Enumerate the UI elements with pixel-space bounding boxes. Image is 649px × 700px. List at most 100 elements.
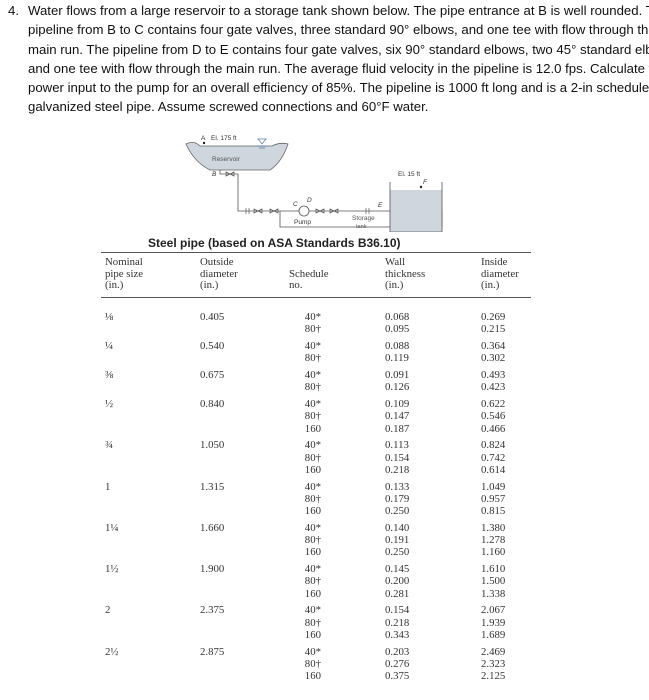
outside-diameter-cell: 1.660 [200,521,225,534]
nominal-size-cell: 1¼ [105,521,119,534]
schedule-cell: 80† [304,410,321,423]
table-row: 1¼ 1.660 40* 0.140 1.380 80† 0.191 1.278 160 0.25… [101,522,531,563]
table-caption: Steel pipe (based on ASA Standards B36.1… [148,236,401,250]
header-outside-diameter: Outside diameter (in.) [200,256,238,291]
steel-pipe-table: Nominal pipe size (in.) Outside diameter (in… [101,252,531,687]
schedule-cell: 80† [304,492,321,505]
reservoir-label: Reservoir [212,156,241,163]
schedule-cell: 160 [304,587,321,600]
problem-statement: 4. Water flows from a large reservoir to… [8,1,649,117]
inside-diameter-cell: 1.338 [481,587,506,600]
point-e-label: E [378,202,383,209]
table-row: 2 2.375 40* 0.154 2.067 80† 0.218 1.939 160 0.343… [101,604,531,645]
table-row: 1½ 1.900 40* 0.145 1.610 80† 0.200 1.500 160 0.28… [101,563,531,604]
wall-thickness-cell: 0.250 [385,546,410,559]
inside-diameter-cell: 0.614 [481,463,506,476]
nominal-size-cell: ⅛ [105,311,114,323]
schedule-cell: 80† [304,657,321,670]
inside-diameter-cell: 1.939 [481,616,506,629]
wall-thickness-cell: 0.095 [385,323,410,336]
inside-diameter-cell: 0.957 [481,492,506,505]
header-inside-diameter: Inside diameter (in.) [481,256,519,291]
nominal-size-cell: ¾ [105,439,114,452]
wall-thickness-cell: 0.191 [385,534,410,547]
wall-thickness-cell: 0.109 [385,397,410,410]
schedule-cell: 80† [304,323,321,336]
inside-diameter-cell: 1.049 [481,480,506,493]
schedule-cell: 160 [304,422,321,435]
outside-diameter-cell: 0.540 [200,339,225,352]
wall-thickness-cell: 0.091 [385,368,410,381]
schedule-cell: 160 [304,546,321,559]
wall-thickness-cell: 0.133 [385,480,410,493]
wall-thickness-cell: 0.281 [385,587,410,600]
nominal-size-cell: 2 [105,604,111,617]
inside-diameter-cell: 0.269 [481,311,506,323]
inside-diameter-cell: 1.160 [481,546,506,559]
outside-diameter-cell: 2.375 [200,604,225,617]
wall-thickness-cell: 0.375 [385,670,410,683]
inside-diameter-cell: 0.546 [481,410,506,423]
wall-thickness-cell: 0.147 [385,410,410,423]
tank-label-1: Storage [352,215,375,222]
header-wall-thickness: Wall thickness (in.) [385,256,426,291]
table-header: Nominal pipe size (in.) Outside diameter (in… [101,253,531,297]
nominal-size-cell: 1½ [105,563,119,576]
outside-diameter-cell: 0.840 [200,397,225,410]
point-f-label: F [423,179,428,186]
schedule-cell: 40* [304,439,321,452]
reservoir [185,142,289,171]
table-row: 2½ 2.875 40* 0.203 2.469 80† 0.276 2.323 160 0.37… [101,646,531,687]
schedule-cell: 40* [304,339,321,352]
table-row: ⅛ 0.405 40* 0.068 0.269 80† 0.095 0.215 [101,311,531,340]
inside-diameter-cell: 0.622 [481,397,506,410]
inside-diameter-cell: 1.380 [481,521,506,534]
inside-diameter-cell: 1.689 [481,628,506,641]
schedule-cell: 40* [304,563,321,576]
nominal-size-cell: ¼ [105,339,114,352]
nominal-size-cell: 1 [105,480,111,493]
pump-label: Pump [294,219,311,226]
pipeline-diagram: A El. 175 ft Reservoir B C D Pump E El. … [185,135,443,232]
inside-diameter-cell: 0.824 [481,439,506,452]
wall-thickness-cell: 0.276 [385,657,410,670]
outside-diameter-cell: 1.900 [200,563,225,576]
wall-thickness-cell: 0.200 [385,575,410,588]
nominal-size-cell: ½ [105,397,114,410]
wall-thickness-cell: 0.218 [385,616,410,629]
wall-thickness-cell: 0.154 [385,604,410,617]
schedule-cell: 160 [304,505,321,518]
inside-diameter-cell: 2.323 [481,657,506,670]
inside-diameter-cell: 0.364 [481,339,506,352]
problem-line: pipeline from B to C contains four gate … [28,22,649,38]
schedule-cell: 40* [304,604,321,617]
inside-diameter-cell: 0.423 [481,381,506,394]
schedule-cell: 40* [304,480,321,493]
wall-thickness-cell: 0.187 [385,422,410,435]
inside-diameter-cell: 2.125 [481,670,506,683]
wall-thickness-cell: 0.179 [385,492,410,505]
schedule-cell: 80† [304,451,321,464]
inside-diameter-cell: 0.302 [481,352,506,365]
header-schedule: Schedule no. [289,267,329,291]
problem-line: Water flows from a large reservoir to a … [28,3,649,18]
schedule-cell: 80† [304,575,321,588]
inside-diameter-cell: 2.469 [481,645,506,658]
schedule-cell: 80† [304,534,321,547]
outside-diameter-cell: 0.675 [200,368,225,381]
inside-diameter-cell: 0.215 [481,323,506,336]
water-surface-icon [257,138,267,149]
problem-number: 4. [8,3,19,18]
schedule-cell: 40* [304,368,321,381]
storage-tank [390,190,442,232]
schedule-cell: 80† [304,352,321,365]
wall-thickness-cell: 0.068 [385,311,410,323]
outside-diameter-cell: 0.405 [200,311,225,323]
inside-diameter-cell: 0.815 [481,505,506,518]
wall-thickness-cell: 0.113 [385,439,409,452]
table-row: ⅜ 0.675 40* 0.091 0.493 80† 0.126 0.423 [101,369,531,398]
header-nominal-size: Nominal pipe size (in.) [105,256,144,291]
schedule-cell: 80† [304,381,321,394]
wall-thickness-cell: 0.145 [385,563,410,576]
wall-thickness-cell: 0.218 [385,463,410,476]
